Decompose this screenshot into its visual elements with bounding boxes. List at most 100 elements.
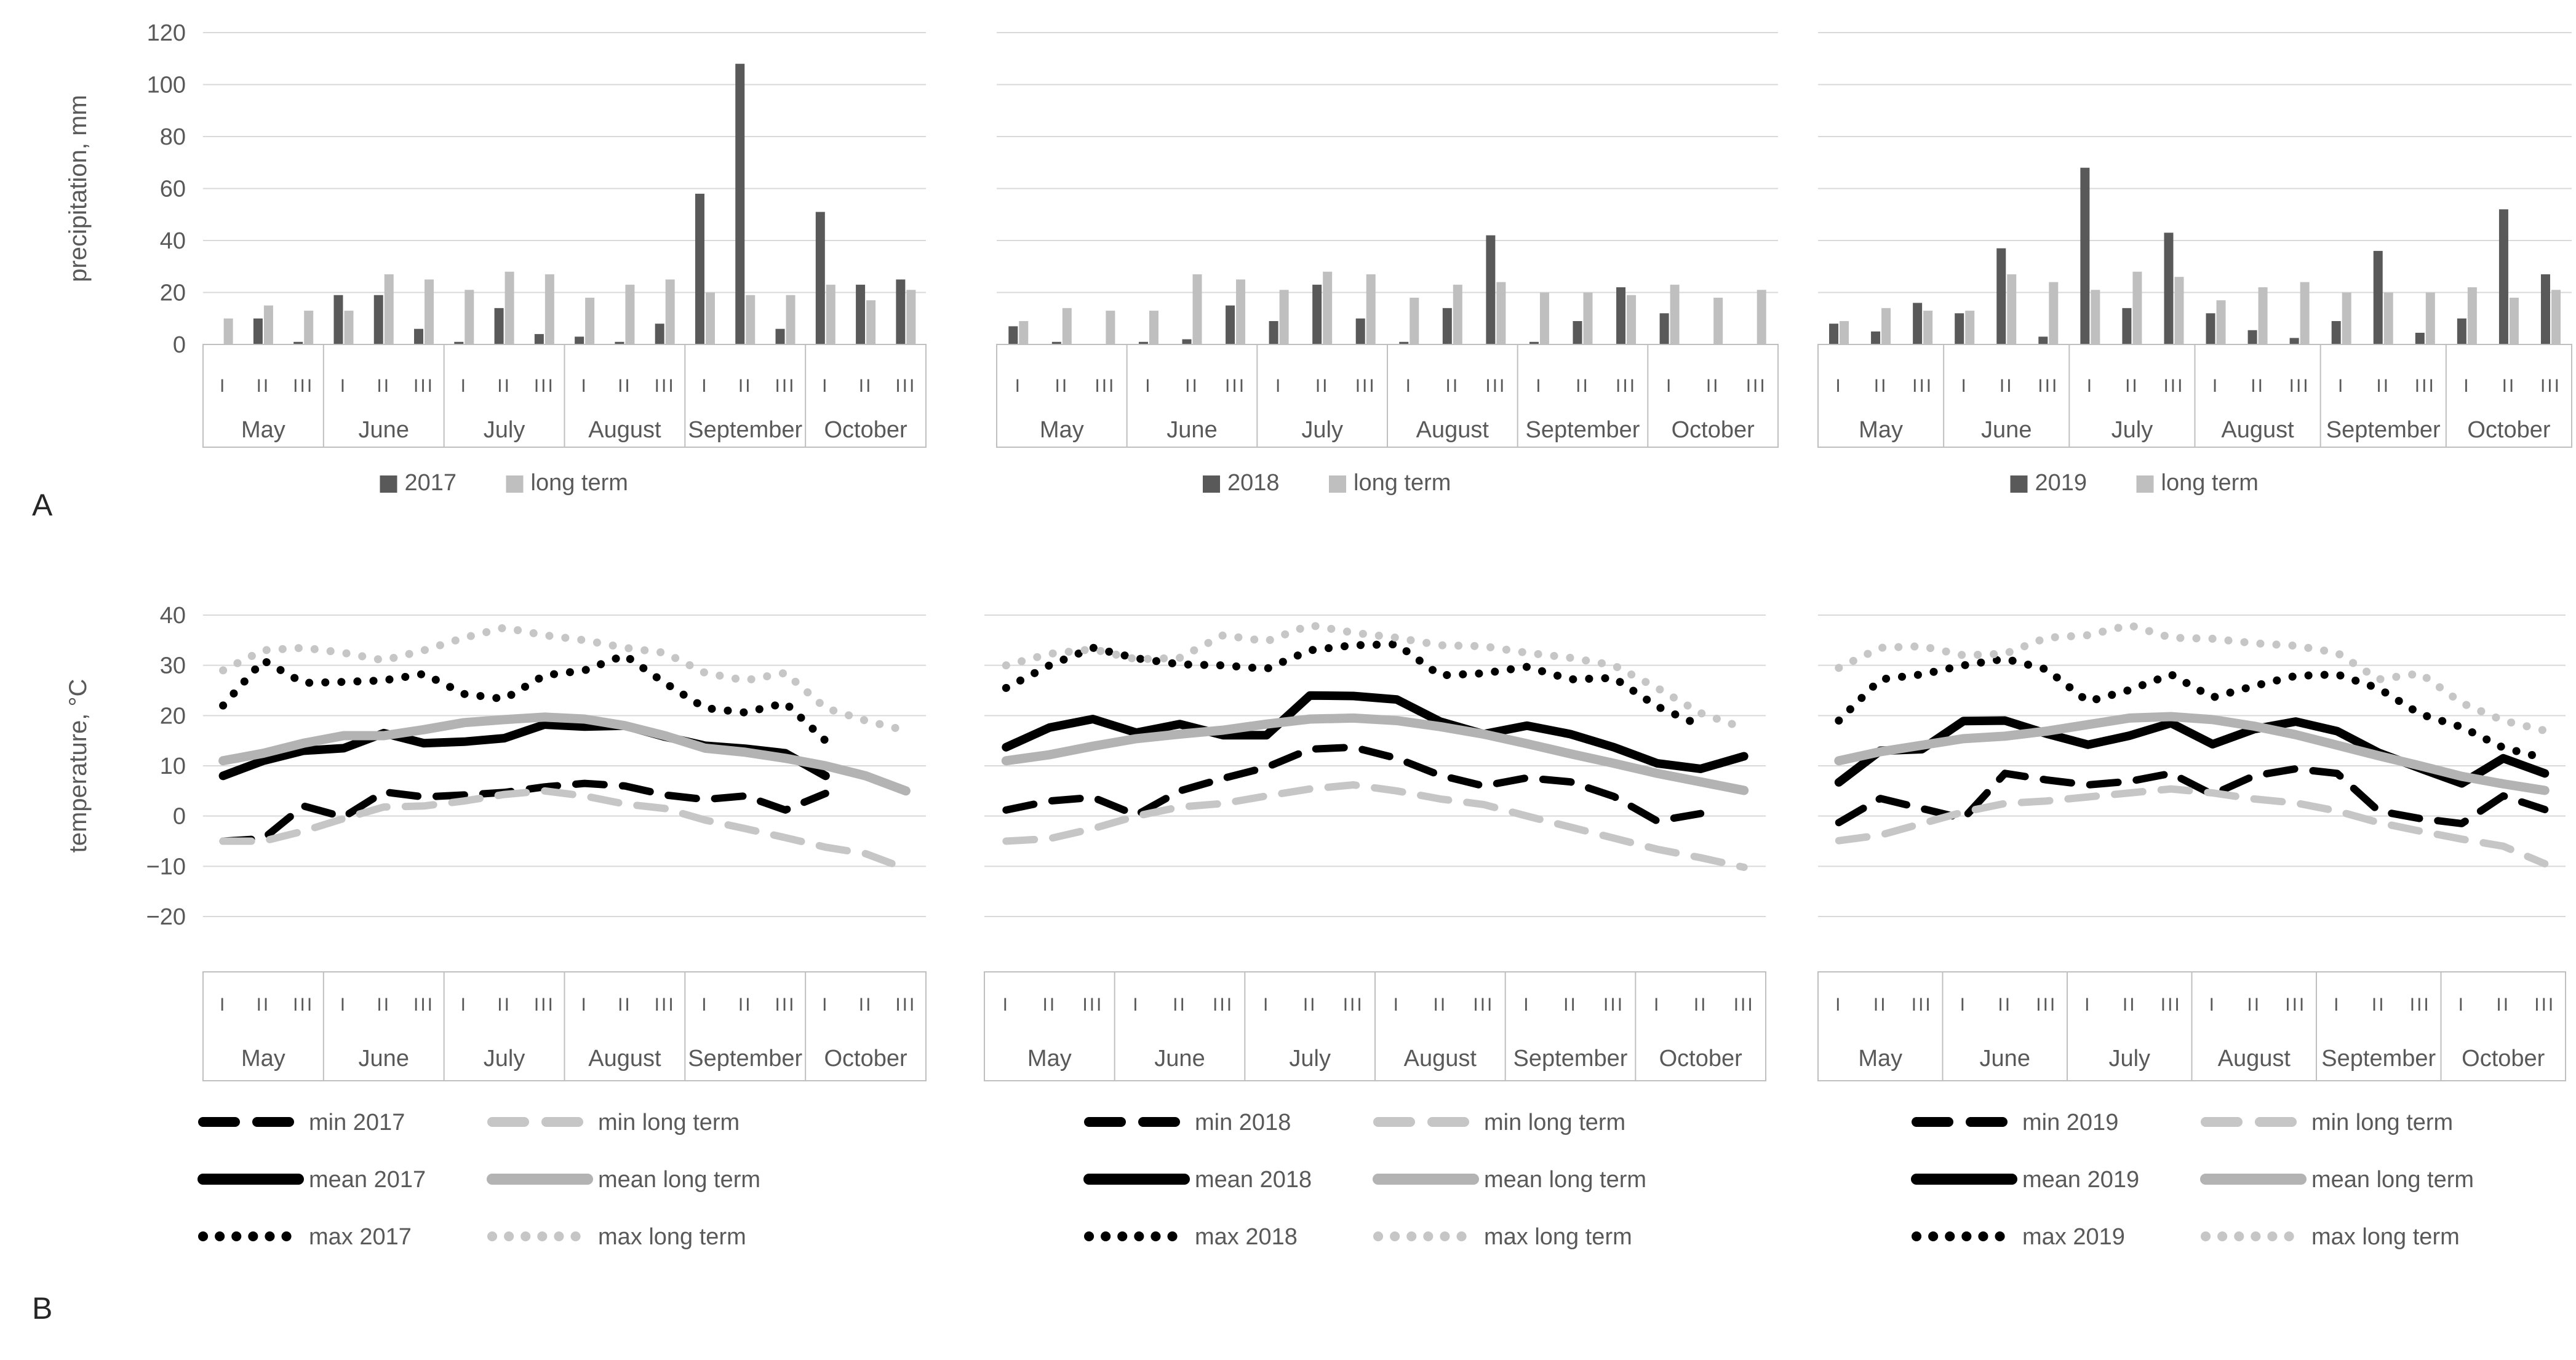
decade-tick-label: III xyxy=(2534,995,2555,1015)
decade-tick-label: I xyxy=(1003,995,1010,1015)
decade-tick-label: II xyxy=(1576,376,1590,396)
bar-long-term xyxy=(2509,297,2519,344)
legend-label: max long term xyxy=(1484,1224,1632,1250)
bar-long-term xyxy=(465,290,474,344)
bar-2019 xyxy=(2331,320,2341,344)
bar-2018 xyxy=(1442,308,1452,344)
month-label: October xyxy=(2462,1046,2545,1072)
y-tick-label: −10 xyxy=(146,854,186,880)
bar-2017 xyxy=(333,295,343,344)
bar-long-term xyxy=(1062,308,1072,344)
y-tick-label: 40 xyxy=(160,603,186,629)
bar-2019 xyxy=(1996,248,2006,344)
decade-tick-label: I xyxy=(2334,995,2340,1015)
month-label: July xyxy=(2108,1046,2150,1072)
bar-2019 xyxy=(2080,167,2090,344)
series-line-mean-lt xyxy=(218,712,911,796)
bar-long-term xyxy=(504,271,514,344)
decade-tick-label: I xyxy=(1394,995,1400,1015)
decade-tick-label: III xyxy=(655,376,676,396)
bar-long-term xyxy=(2300,282,2310,344)
bar-long-term xyxy=(2467,287,2477,344)
decade-tick-label: I xyxy=(2212,376,2219,396)
decade-tick-label: II xyxy=(859,995,873,1015)
series-lines xyxy=(1834,621,2550,868)
month-label: May xyxy=(1859,417,1903,443)
legend-label: mean long term xyxy=(2311,1167,2474,1193)
decade-tick-label: II xyxy=(2000,376,2014,396)
series-line-mean-lt xyxy=(1001,713,1749,795)
bar-2019 xyxy=(1829,324,1839,344)
legend-label: max long term xyxy=(2311,1224,2460,1250)
bar-long-term xyxy=(1881,308,1891,344)
legend-label: long term xyxy=(1354,470,1451,496)
month-label: May xyxy=(241,417,285,443)
decade-tick-label: I xyxy=(1275,376,1282,396)
decade-tick-label: II xyxy=(1706,376,1720,396)
bar-2019 xyxy=(1871,331,1881,344)
decade-tick-label: III xyxy=(1095,376,1115,396)
legend-label: max 2018 xyxy=(1195,1224,1298,1250)
decade-tick-label: III xyxy=(2410,995,2431,1015)
legend-label: mean 2019 xyxy=(2022,1167,2139,1193)
bar-2018 xyxy=(1226,305,1235,344)
month-label: August xyxy=(1416,417,1489,443)
value-axis: 40 30 20 10 0 −10 −20 temperature, °C xyxy=(65,603,186,930)
bar-2017 xyxy=(414,328,424,344)
decade-tick-label: II xyxy=(1874,376,1888,396)
series-line-max-lt xyxy=(219,623,910,735)
legend-label: max long term xyxy=(598,1224,746,1250)
y-tick-label: 100 xyxy=(147,73,186,98)
bar-long-term xyxy=(625,284,635,344)
bar-long-term xyxy=(1757,290,1766,344)
month-label: October xyxy=(2467,417,2551,443)
bar-long-term xyxy=(1965,311,1975,344)
series-line-min-lt xyxy=(1835,785,2549,868)
decade-tick-label: III xyxy=(1734,995,1755,1015)
decade-tick-label: II xyxy=(257,376,271,396)
bar-2018 xyxy=(1529,341,1539,344)
gridlines xyxy=(984,614,1766,917)
y-tick-label: 80 xyxy=(160,124,186,150)
legend-swatch-long-term xyxy=(2136,475,2154,493)
bar-long-term xyxy=(2425,292,2435,344)
month-label: May xyxy=(1027,1046,1072,1072)
bar-long-term xyxy=(746,295,756,344)
bar-long-term xyxy=(1583,292,1593,344)
legend-label: min 2018 xyxy=(1195,1110,1291,1135)
bar-2019 xyxy=(2164,233,2174,344)
series-line-max-year xyxy=(219,651,830,745)
decade-tick-label: III xyxy=(1746,376,1767,396)
bar-long-term xyxy=(1539,292,1549,344)
month-label: September xyxy=(688,417,802,443)
series-line-mean-lt xyxy=(1834,712,2550,795)
bar-2019 xyxy=(2038,336,2048,344)
month-label: August xyxy=(588,1046,661,1072)
legend-label: long term xyxy=(2161,470,2259,496)
bar-2018 xyxy=(1616,287,1626,344)
legend-label: max 2019 xyxy=(2022,1224,2125,1250)
bar-long-term xyxy=(1713,297,1723,344)
series-line-max-lt xyxy=(1002,621,1749,733)
legend-swatch-long-term xyxy=(1329,475,1346,493)
bar-2017 xyxy=(575,336,584,344)
bar-long-term xyxy=(263,305,273,344)
bar-long-term xyxy=(2216,300,2226,344)
bars xyxy=(223,63,916,344)
legend-label: max 2017 xyxy=(309,1224,412,1250)
y-tick-label: 10 xyxy=(160,754,186,779)
month-label: August xyxy=(1404,1046,1477,1072)
decade-tick-label: III xyxy=(1603,995,1624,1015)
bar-2019 xyxy=(2247,330,2257,344)
decade-tick-label: II xyxy=(1873,995,1888,1015)
decade-tick-label: I xyxy=(220,376,226,396)
decade-tick-label: I xyxy=(1536,376,1542,396)
decade-tick-label: II xyxy=(2372,995,2386,1015)
month-label: September xyxy=(1526,417,1640,443)
decade-tick-label: I xyxy=(340,995,347,1015)
